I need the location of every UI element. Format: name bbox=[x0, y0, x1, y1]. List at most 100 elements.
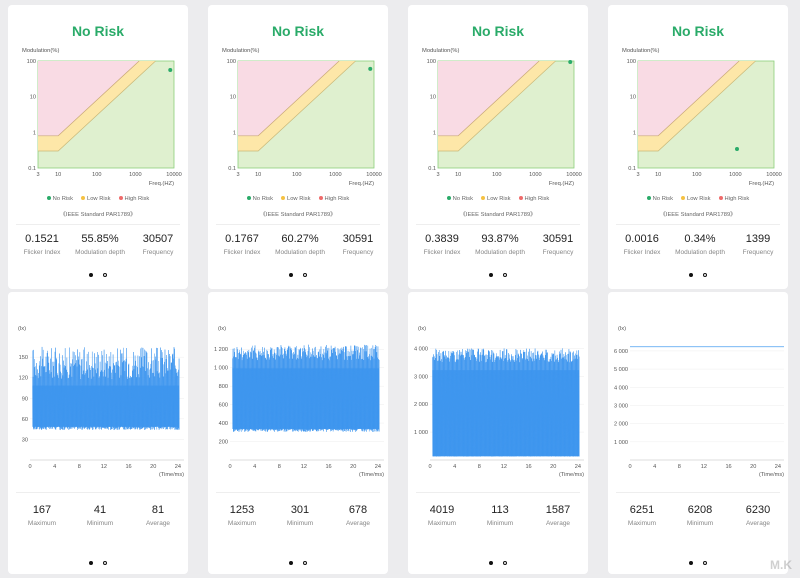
stat-value: 55.85% bbox=[81, 233, 119, 245]
carousel-pager[interactable] bbox=[8, 561, 188, 565]
page-dot-icon[interactable] bbox=[503, 561, 507, 565]
y-tick-label: 10 bbox=[30, 95, 36, 101]
stat-maximum: 6251 Maximum bbox=[610, 504, 674, 527]
x-axis-label: (Time/ms) bbox=[759, 472, 784, 478]
x-tick-label: 24 bbox=[375, 464, 381, 470]
legend-label: High Risk bbox=[124, 196, 150, 202]
flicker-risk-card: No Risk Modulation(%) 100 10 1 0.1 3 10 100 1000 1… bbox=[608, 5, 788, 289]
page-dot-icon[interactable] bbox=[703, 273, 707, 277]
divider bbox=[216, 492, 380, 493]
carousel-pager[interactable] bbox=[208, 273, 388, 277]
x-tick-label: 12 bbox=[701, 464, 707, 470]
standard-reference: 《IEEE Standard PAR1789》 bbox=[460, 212, 536, 218]
x-tick-label: 100 bbox=[92, 172, 101, 178]
y-tick-label: 100 bbox=[427, 59, 436, 65]
carousel-pager[interactable] bbox=[608, 273, 788, 277]
illuminance-wave-card: (lx) 200 400 600 800 1 000 1 200 0 4 8 12 16 20 24 (Ti… bbox=[208, 292, 388, 574]
carousel-pager[interactable] bbox=[8, 273, 188, 277]
x-tick-label: 10 bbox=[255, 172, 261, 178]
legend-item: No Risk bbox=[446, 196, 473, 202]
stat-label: Modulation depth bbox=[475, 249, 525, 256]
flicker-risk-card: No Risk Modulation(%) 100 10 1 0.1 3 10 100 1000 1… bbox=[408, 5, 588, 289]
illuminance-wave-card: (lx) 1 000 2 000 3 000 4 000 5 000 6 000 0 4 8 12 1… bbox=[608, 292, 788, 574]
stat-label: Maximum bbox=[227, 520, 257, 527]
x-tick-label: 1000 bbox=[729, 172, 741, 178]
legend-item: No Risk bbox=[246, 196, 273, 202]
risk-legend: No Risk Low Risk High Risk bbox=[408, 196, 588, 202]
carousel-pager[interactable] bbox=[408, 561, 588, 565]
page-dot-active-icon[interactable] bbox=[489, 561, 493, 565]
legend-dot-icon bbox=[718, 196, 723, 201]
legend-label: Low Risk bbox=[486, 196, 511, 202]
stat-maximum: 4019 Maximum bbox=[410, 504, 474, 527]
waveform-chart: (lx) 200 400 600 800 1 000 1 200 0 4 8 12 16 20 24 (Ti… bbox=[214, 326, 384, 478]
y-axis-label: Modulation(%) bbox=[22, 48, 59, 54]
stat-label: Average bbox=[145, 520, 171, 527]
y-tick-label: 3 000 bbox=[614, 403, 628, 409]
legend-label: No Risk bbox=[452, 196, 473, 202]
page-dot-active-icon[interactable] bbox=[89, 561, 93, 565]
carousel-pager[interactable] bbox=[408, 273, 588, 277]
y-tick-label: 3 000 bbox=[414, 374, 428, 380]
stat-value: 301 bbox=[290, 504, 310, 516]
page-dot-icon[interactable] bbox=[303, 561, 307, 565]
stat-value: 41 bbox=[93, 504, 107, 516]
x-tick-label: 24 bbox=[775, 464, 781, 470]
legend-item: Low Risk bbox=[80, 196, 111, 202]
stat-average: 6230 Average bbox=[726, 504, 788, 527]
x-axis-label: (Time/ms) bbox=[559, 472, 584, 478]
x-tick-label: 3 bbox=[36, 172, 39, 178]
unit-label: (lx) bbox=[418, 326, 426, 332]
risk-level-title: No Risk bbox=[271, 23, 325, 39]
divider bbox=[16, 492, 180, 493]
y-tick-label: 800 bbox=[219, 384, 228, 390]
stat-label: Frequency bbox=[342, 249, 374, 256]
stat-value: 1253 bbox=[229, 504, 255, 516]
legend-dot-icon bbox=[680, 196, 685, 201]
page-dot-active-icon[interactable] bbox=[289, 561, 293, 565]
x-tick-label: 4 bbox=[653, 464, 656, 470]
page-dot-active-icon[interactable] bbox=[689, 273, 693, 277]
legend-label: No Risk bbox=[652, 196, 673, 202]
waveform-line bbox=[232, 344, 380, 432]
stat-minimum: 6208 Minimum bbox=[668, 504, 732, 527]
page-dot-icon[interactable] bbox=[503, 273, 507, 277]
page-dot-icon[interactable] bbox=[103, 273, 107, 277]
stat-label: Maximum bbox=[627, 520, 657, 527]
x-tick-label: 16 bbox=[525, 464, 531, 470]
page-dot-active-icon[interactable] bbox=[289, 273, 293, 277]
page-dot-icon[interactable] bbox=[103, 561, 107, 565]
stat-value: 678 bbox=[348, 504, 368, 516]
stat-modulation-depth: 93.87% Modulation depth bbox=[468, 233, 532, 256]
low-risk-zone bbox=[438, 61, 556, 151]
x-axis-label: Freq.(HZ) bbox=[549, 181, 574, 187]
stat-modulation-depth: 55.85% Modulation depth bbox=[68, 233, 132, 256]
x-tick-label: 20 bbox=[350, 464, 356, 470]
y-tick-label: 400 bbox=[219, 421, 228, 427]
stat-label: Frequency bbox=[542, 249, 574, 256]
stat-value: 93.87% bbox=[481, 233, 519, 245]
stat-frequency: 30591 Frequency bbox=[326, 233, 388, 256]
standard-reference: 《IEEE Standard PAR1789》 bbox=[660, 212, 736, 218]
carousel-pager[interactable] bbox=[608, 561, 788, 565]
carousel-pager[interactable] bbox=[208, 561, 388, 565]
y-tick-label: 1 bbox=[33, 130, 36, 136]
page-dot-active-icon[interactable] bbox=[89, 273, 93, 277]
legend-item: High Risk bbox=[118, 196, 150, 202]
stat-average: 678 Average bbox=[326, 504, 388, 527]
page-dot-active-icon[interactable] bbox=[489, 273, 493, 277]
page-dot-active-icon[interactable] bbox=[689, 561, 693, 565]
stat-label: Flicker Index bbox=[623, 249, 661, 256]
x-tick-label: 12 bbox=[101, 464, 107, 470]
page-dot-icon[interactable] bbox=[703, 561, 707, 565]
x-tick-label: 1000 bbox=[329, 172, 341, 178]
risk-level-title: No Risk bbox=[71, 23, 125, 39]
y-tick-label: 1 bbox=[233, 130, 236, 136]
x-axis-label: Freq.(HZ) bbox=[149, 181, 174, 187]
measurement-point bbox=[168, 68, 173, 73]
page-dot-icon[interactable] bbox=[303, 273, 307, 277]
stat-label: Minimum bbox=[86, 520, 114, 527]
x-tick-label: 8 bbox=[678, 464, 681, 470]
risk-level-title: No Risk bbox=[671, 23, 725, 39]
legend-dot-icon bbox=[480, 196, 485, 201]
